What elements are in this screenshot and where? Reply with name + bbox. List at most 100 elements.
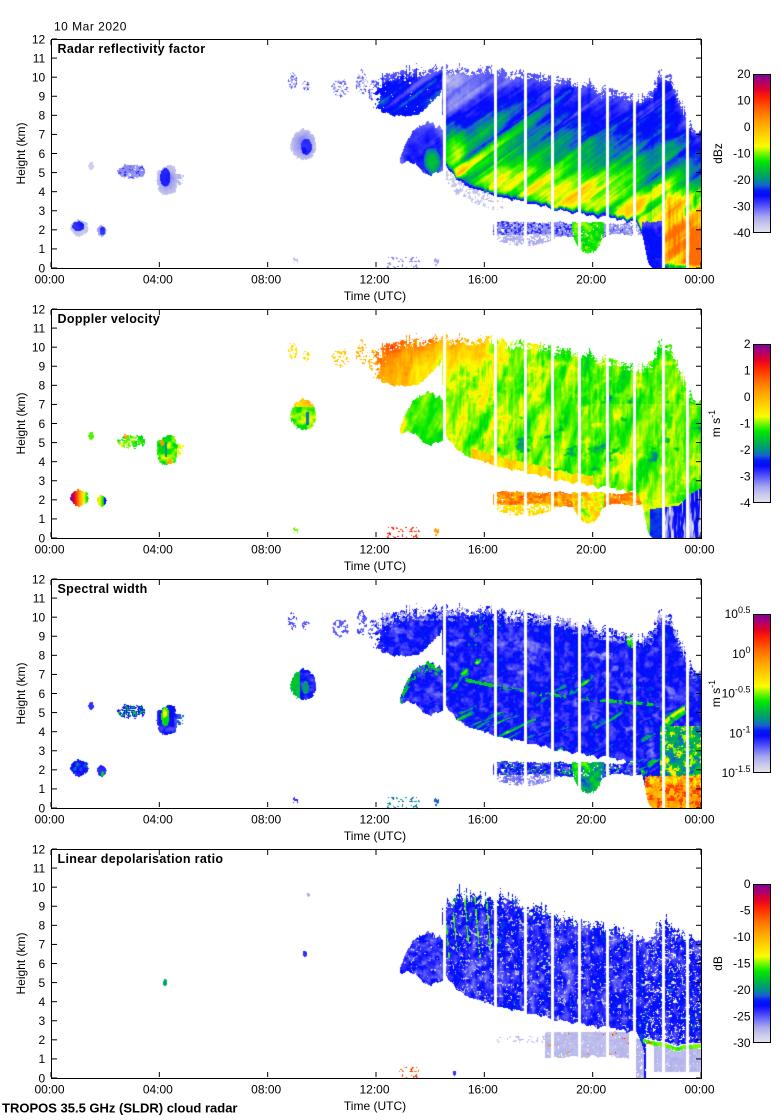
svg-text:Height (km): Height (km) [14, 662, 28, 724]
svg-text:Linear depolarisation ratio: Linear depolarisation ratio [58, 852, 224, 866]
svg-text:-1: -1 [740, 417, 751, 431]
svg-text:12: 12 [32, 302, 46, 316]
svg-text:-3: -3 [740, 470, 751, 484]
svg-text:Radar reflectivity factor: Radar reflectivity factor [58, 42, 206, 56]
svg-text:8: 8 [39, 379, 46, 393]
svg-text:9: 9 [39, 900, 46, 914]
svg-text:2: 2 [39, 763, 46, 777]
svg-text:-40: -40 [733, 226, 751, 240]
svg-text:00:00: 00:00 [684, 273, 714, 287]
svg-text:12: 12 [32, 32, 46, 46]
svg-text:-10: -10 [733, 930, 751, 944]
svg-text:m s-1: m s-1 [707, 680, 723, 707]
svg-text:8: 8 [39, 919, 46, 933]
svg-text:0: 0 [744, 120, 751, 134]
svg-text:6: 6 [39, 147, 46, 161]
svg-text:9: 9 [39, 360, 46, 374]
svg-text:3: 3 [39, 744, 46, 758]
svg-text:4: 4 [39, 185, 46, 199]
svg-text:7: 7 [39, 668, 46, 682]
svg-text:-2: -2 [740, 443, 751, 457]
svg-text:6: 6 [39, 687, 46, 701]
svg-text:0: 0 [39, 261, 46, 275]
svg-text:5: 5 [39, 706, 46, 720]
svg-text:6: 6 [39, 417, 46, 431]
svg-text:08:00: 08:00 [251, 1083, 281, 1097]
svg-text:10-1.5: 10-1.5 [722, 764, 751, 780]
svg-text:-4: -4 [740, 496, 751, 510]
svg-text:dB: dB [711, 956, 725, 971]
svg-text:16:00: 16:00 [468, 543, 498, 557]
svg-text:11: 11 [33, 51, 46, 65]
svg-text:7: 7 [39, 128, 46, 142]
svg-text:1: 1 [39, 782, 46, 796]
svg-text:12:00: 12:00 [359, 1083, 389, 1097]
svg-text:Spectral width: Spectral width [58, 582, 148, 596]
svg-text:3: 3 [39, 204, 46, 218]
svg-text:11: 11 [33, 321, 46, 335]
svg-text:3: 3 [39, 1014, 46, 1028]
svg-text:16:00: 16:00 [468, 1083, 498, 1097]
svg-text:8: 8 [39, 109, 46, 123]
svg-text:20:00: 20:00 [576, 813, 606, 827]
svg-text:00:00: 00:00 [34, 1083, 64, 1097]
svg-text:-20: -20 [733, 173, 751, 187]
svg-text:10: 10 [737, 94, 751, 108]
svg-text:1: 1 [39, 242, 46, 256]
svg-text:5: 5 [39, 976, 46, 990]
svg-text:4: 4 [39, 725, 46, 739]
svg-text:8: 8 [39, 649, 46, 663]
svg-text:10 Mar 2020: 10 Mar 2020 [54, 20, 127, 34]
svg-text:12:00: 12:00 [359, 273, 389, 287]
svg-text:20:00: 20:00 [576, 1083, 606, 1097]
svg-text:6: 6 [39, 957, 46, 971]
svg-text:0: 0 [39, 801, 46, 815]
svg-text:2: 2 [39, 223, 46, 237]
svg-text:04:00: 04:00 [143, 813, 173, 827]
svg-text:-10: -10 [733, 147, 751, 161]
svg-text:16:00: 16:00 [468, 273, 498, 287]
svg-text:9: 9 [39, 630, 46, 644]
svg-text:Height (km): Height (km) [14, 392, 28, 454]
svg-text:12: 12 [32, 572, 46, 586]
svg-text:00:00: 00:00 [34, 273, 64, 287]
svg-text:08:00: 08:00 [251, 273, 281, 287]
svg-text:00:00: 00:00 [684, 1083, 714, 1097]
svg-text:100.5: 100.5 [725, 605, 751, 621]
svg-text:100: 100 [732, 645, 750, 661]
svg-text:0: 0 [744, 390, 751, 404]
svg-text:9: 9 [39, 90, 46, 104]
svg-text:20:00: 20:00 [576, 543, 606, 557]
svg-text:10: 10 [32, 70, 46, 84]
svg-text:10: 10 [32, 340, 46, 354]
svg-text:-25: -25 [733, 1010, 751, 1024]
svg-text:11: 11 [33, 861, 46, 875]
svg-text:0: 0 [39, 531, 46, 545]
svg-text:1: 1 [39, 1052, 46, 1066]
svg-text:00:00: 00:00 [684, 543, 714, 557]
svg-text:2: 2 [744, 337, 751, 351]
svg-text:10-0.5: 10-0.5 [722, 685, 751, 701]
svg-text:7: 7 [39, 938, 46, 952]
svg-text:04:00: 04:00 [143, 273, 173, 287]
svg-text:16:00: 16:00 [468, 813, 498, 827]
svg-text:TROPOS 35.5 GHz (SLDR) cloud r: TROPOS 35.5 GHz (SLDR) cloud radar [2, 1101, 238, 1116]
svg-text:12:00: 12:00 [359, 543, 389, 557]
svg-text:10: 10 [32, 610, 46, 624]
svg-text:0: 0 [39, 1071, 46, 1085]
svg-text:-15: -15 [733, 957, 751, 971]
svg-text:12: 12 [32, 842, 46, 856]
svg-text:-30: -30 [733, 1036, 751, 1050]
svg-text:4: 4 [39, 455, 46, 469]
svg-text:-30: -30 [733, 200, 751, 214]
svg-text:Time (UTC): Time (UTC) [344, 829, 406, 843]
svg-text:dBz: dBz [711, 143, 725, 164]
svg-text:10-1: 10-1 [729, 724, 750, 740]
svg-text:Time (UTC): Time (UTC) [344, 289, 406, 303]
svg-text:3: 3 [39, 474, 46, 488]
svg-text:20: 20 [737, 67, 751, 81]
svg-text:-5: -5 [740, 904, 751, 918]
svg-text:2: 2 [39, 493, 46, 507]
svg-text:4: 4 [39, 995, 46, 1009]
svg-text:Height (km): Height (km) [14, 932, 28, 994]
